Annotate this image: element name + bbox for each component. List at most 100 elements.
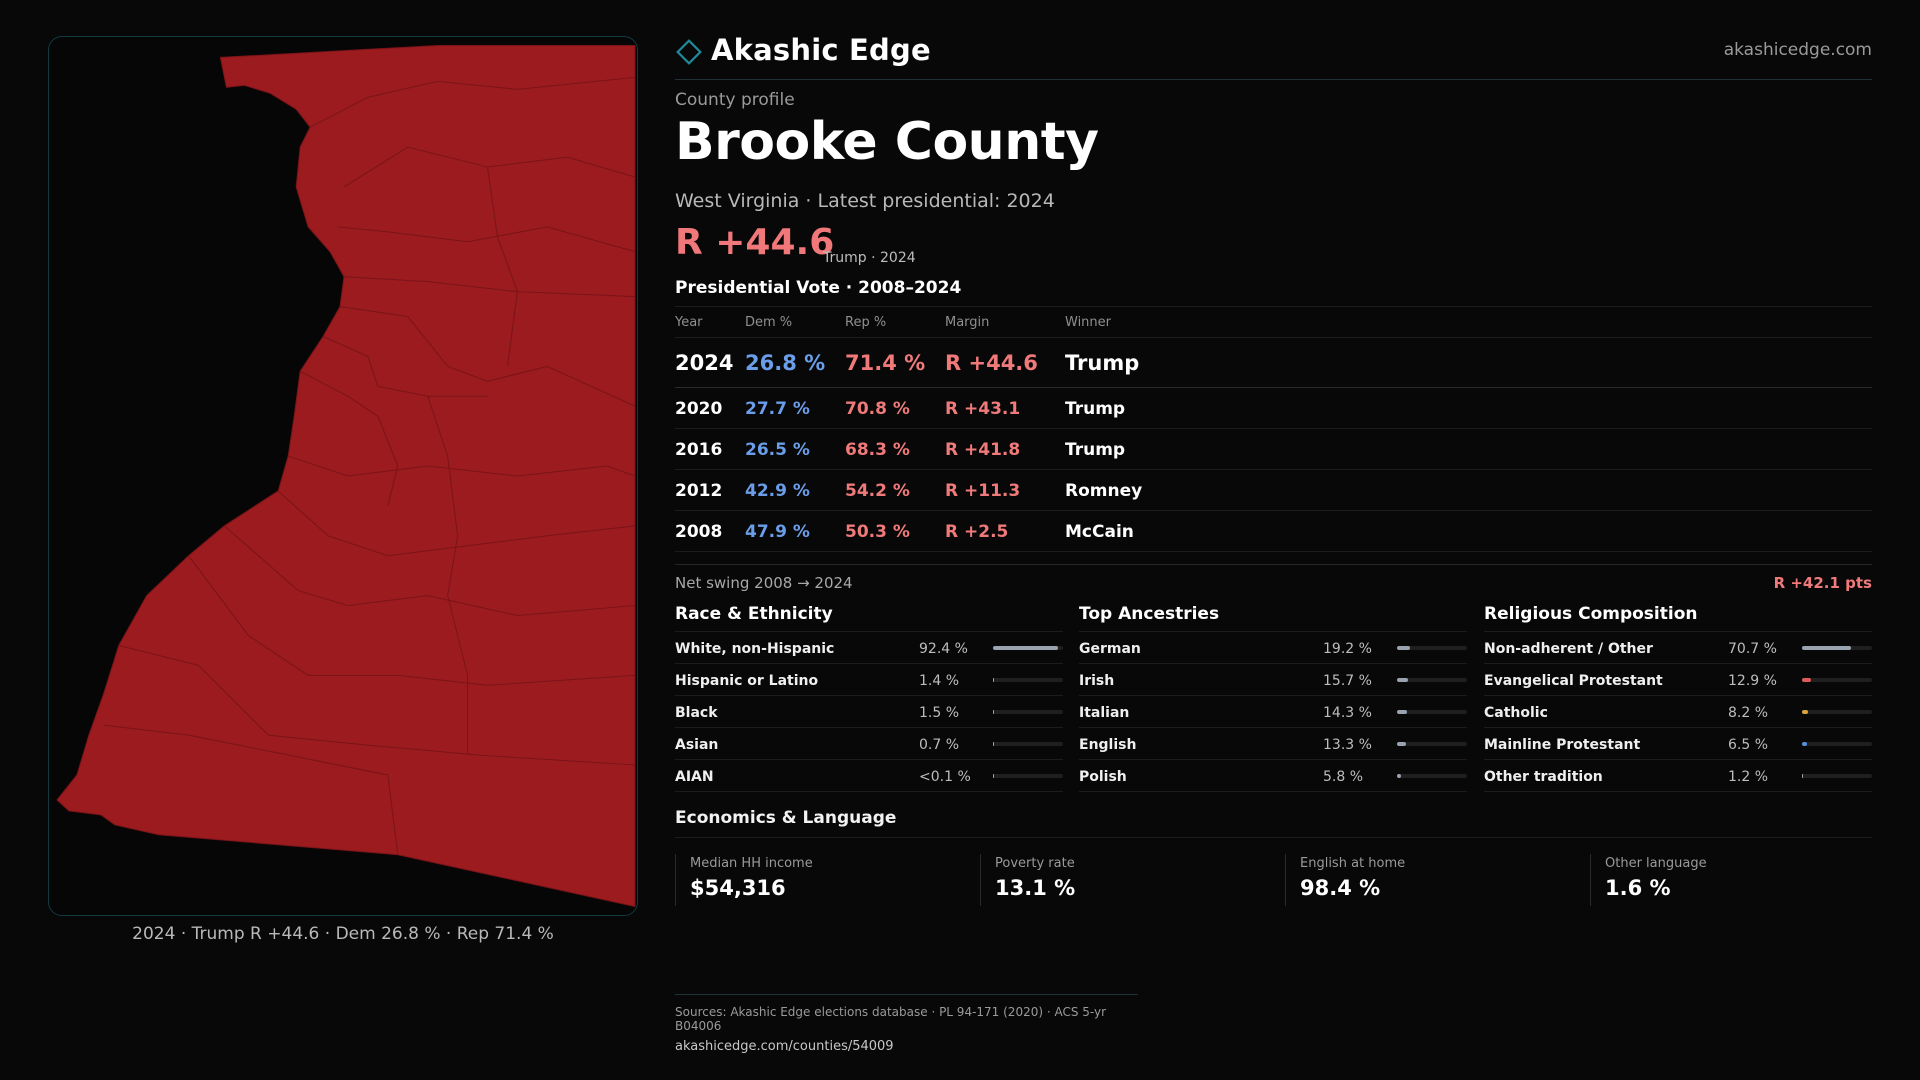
eyebrow-label: County profile — [675, 90, 795, 110]
cell-margin: R +2.5 — [945, 522, 1009, 542]
share-bar — [1397, 742, 1467, 746]
brand-name[interactable]: Akashic Edge — [711, 33, 931, 67]
item-label: Evangelical Protestant — [1484, 673, 1663, 689]
diamond-logo-icon — [676, 39, 702, 65]
share-bar — [1802, 710, 1872, 714]
share-bar-fill — [1397, 678, 1408, 682]
religion-section: Religious Composition Non-adherent / Oth… — [1484, 602, 1872, 792]
list-item: Non-adherent / Other 70.7 % — [1484, 632, 1872, 664]
cell-dem: 27.7 % — [745, 399, 810, 419]
item-value: 19.2 % — [1323, 641, 1372, 657]
cell-dem: 47.9 % — [745, 522, 810, 542]
item-value: 6.5 % — [1728, 737, 1769, 753]
table-row[interactable]: 2024 26.8 % 71.4 % R +44.6 Trump — [675, 338, 1872, 388]
stat-value: 13.1 % — [995, 876, 1076, 900]
item-value: <0.1 % — [919, 769, 971, 785]
share-bar — [1802, 646, 1872, 650]
item-value: 1.5 % — [919, 705, 960, 721]
stat-label: English at home — [1300, 856, 1406, 871]
list-item: Mainline Protestant 6.5 % — [1484, 728, 1872, 760]
item-value: 0.7 % — [919, 737, 960, 753]
item-label: Asian — [675, 737, 719, 753]
share-bar — [993, 774, 1063, 778]
list-item: White, non-Hispanic 92.4 % — [675, 632, 1063, 664]
item-label: Other tradition — [1484, 769, 1603, 785]
footer: Sources: Akashic Edge elections database… — [675, 994, 1138, 1054]
page-subtitle: West Virginia · Latest presidential: 202… — [675, 190, 1055, 212]
stat-value: 98.4 % — [1300, 876, 1381, 900]
header: Akashic Edge akashicedge.com — [675, 28, 1872, 80]
sources-text: Sources: Akashic Edge elections database… — [675, 1005, 1107, 1033]
item-label: Hispanic or Latino — [675, 673, 819, 689]
list-item: Other tradition 1.2 % — [1484, 760, 1872, 792]
share-bar-fill — [993, 742, 995, 746]
item-label: Polish — [1079, 769, 1127, 785]
cell-winner: Romney — [1065, 481, 1143, 501]
cell-year: 2012 — [675, 481, 723, 501]
religion-section-title: Religious Composition — [1484, 602, 1872, 632]
county-map[interactable] — [48, 36, 638, 916]
county-map-svg — [56, 44, 636, 908]
share-bar — [993, 646, 1063, 650]
county-url-link[interactable]: akashicedge.com/counties/54009 — [675, 1039, 894, 1054]
race-section-title: Race & Ethnicity — [675, 602, 1063, 632]
table-header-row: Year Dem % Rep % Margin Winner — [675, 307, 1872, 338]
item-value: 5.8 % — [1323, 769, 1364, 785]
item-value: 1.2 % — [1728, 769, 1769, 785]
share-bar-fill — [993, 646, 1058, 650]
cell-rep: 68.3 % — [845, 440, 910, 460]
share-bar-fill — [993, 678, 995, 682]
share-bar-fill — [993, 774, 995, 778]
stat-value: $54,316 — [690, 876, 786, 900]
table-row[interactable]: 2012 42.9 % 54.2 % R +11.3 Romney — [675, 470, 1872, 511]
share-bar-fill — [1802, 742, 1807, 746]
share-bar-fill — [1802, 678, 1812, 682]
net-swing-label: Net swing 2008 → 2024 — [675, 574, 853, 592]
col-header-rep: Rep % — [845, 315, 887, 330]
list-item: Black 1.5 % — [675, 696, 1063, 728]
cell-rep: 71.4 % — [845, 351, 926, 375]
list-item: AIAN <0.1 % — [675, 760, 1063, 792]
county-shape[interactable] — [56, 44, 636, 908]
race-ethnicity-section: Race & Ethnicity White, non-Hispanic 92.4… — [675, 602, 1063, 792]
cell-winner: McCain — [1065, 522, 1134, 542]
stat-label: Other language — [1605, 856, 1707, 871]
stat-label: Median HH income — [690, 856, 813, 871]
item-value: 8.2 % — [1728, 705, 1769, 721]
share-bar — [1397, 774, 1467, 778]
col-header-margin: Margin — [945, 315, 990, 330]
item-label: Irish — [1079, 673, 1115, 689]
share-bar-fill — [1397, 646, 1411, 650]
ancestries-section-title: Top Ancestries — [1079, 602, 1467, 632]
headline-margin-note: Trump · 2024 — [823, 250, 916, 266]
cell-dem: 26.5 % — [745, 440, 810, 460]
table-row[interactable]: 2016 26.5 % 68.3 % R +41.8 Trump — [675, 429, 1872, 470]
item-value: 70.7 % — [1728, 641, 1777, 657]
vote-section-title: Presidential Vote · 2008–2024 — [675, 278, 962, 298]
cell-margin: R +44.6 — [945, 351, 1038, 375]
list-item: Asian 0.7 % — [675, 728, 1063, 760]
stat-value: 1.6 % — [1605, 876, 1671, 900]
list-item: Italian 14.3 % — [1079, 696, 1467, 728]
item-value: 14.3 % — [1323, 705, 1372, 721]
cell-winner: Trump — [1065, 351, 1140, 375]
stat-card: Median HH income $54,316 — [675, 854, 975, 906]
table-row[interactable]: 2008 47.9 % 50.3 % R +2.5 McCain — [675, 511, 1872, 552]
share-bar-fill — [993, 710, 995, 714]
col-header-dem: Dem % — [745, 315, 793, 330]
economics-section-title: Economics & Language — [675, 808, 1872, 838]
vote-table: Year Dem % Rep % Margin Winner 2024 26.8… — [675, 306, 1872, 552]
item-label: AIAN — [675, 769, 714, 785]
cell-margin: R +11.3 — [945, 481, 1021, 501]
cell-winner: Trump — [1065, 440, 1126, 460]
share-bar-fill — [1397, 710, 1407, 714]
net-swing-row: Net swing 2008 → 2024 R +42.1 pts — [675, 564, 1872, 600]
table-row[interactable]: 2020 27.7 % 70.8 % R +43.1 Trump — [675, 388, 1872, 429]
cell-year: 2016 — [675, 440, 723, 460]
site-link[interactable]: akashicedge.com — [1723, 40, 1872, 60]
cell-dem: 26.8 % — [745, 351, 826, 375]
stat-label: Poverty rate — [995, 856, 1075, 871]
share-bar — [1802, 742, 1872, 746]
share-bar-fill — [1397, 742, 1407, 746]
item-label: Italian — [1079, 705, 1130, 721]
